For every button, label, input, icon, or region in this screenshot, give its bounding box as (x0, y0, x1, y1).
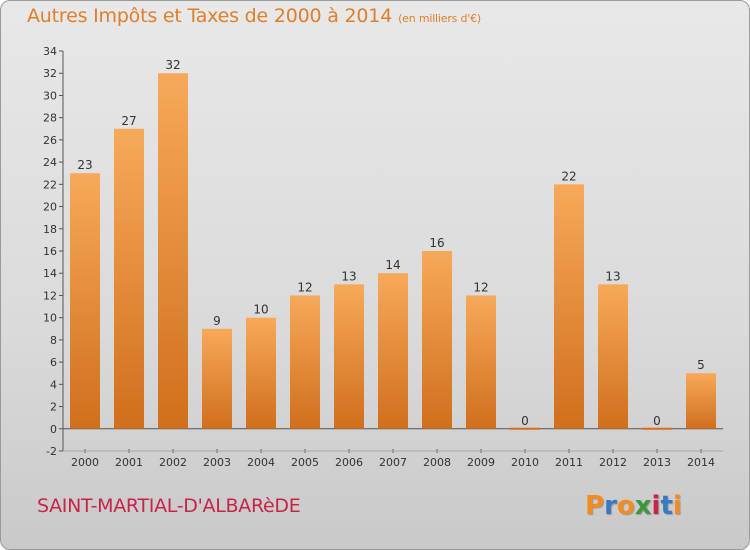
bar-2007 (378, 273, 408, 429)
value-label-2006: 13 (341, 269, 356, 283)
x-tick-label-2007: 2007 (379, 456, 407, 469)
y-tick-label: 6 (50, 356, 57, 369)
value-label-2012: 13 (605, 269, 620, 283)
x-tick-label-2014: 2014 (687, 456, 715, 469)
chart-title: Autres Impôts et Taxes de 2000 à 2014 (en… (27, 5, 481, 27)
value-label-2003: 9 (213, 314, 221, 328)
value-label-2004: 10 (253, 303, 268, 317)
y-tick-label: 4 (50, 378, 57, 391)
y-tick-label: 32 (43, 67, 57, 80)
value-label-2001: 27 (121, 114, 136, 128)
chart-subtitle: (en milliers d'€) (398, 12, 481, 25)
y-tick-label: 24 (43, 156, 57, 169)
bar-2001 (114, 128, 144, 429)
bar-2005 (290, 295, 320, 429)
bar-2011 (554, 184, 584, 429)
x-tick-label-2011: 2011 (555, 456, 583, 469)
logo-letter: x (634, 491, 652, 521)
logo-letter: i (651, 491, 661, 521)
y-tick-label: 28 (43, 112, 57, 125)
y-tick-label: -2 (46, 445, 57, 458)
x-tick-label-2002: 2002 (159, 456, 187, 469)
value-label-2009: 12 (473, 280, 488, 294)
x-tick-label-2009: 2009 (467, 456, 495, 469)
bar-2012 (598, 284, 628, 429)
x-tick-label-2001: 2001 (115, 456, 143, 469)
x-tick-label-2005: 2005 (291, 456, 319, 469)
logo-letter: r (604, 491, 617, 521)
value-label-2005: 12 (297, 280, 312, 294)
chart-data-labels: 23 27 32 9 10 12 13 14 16 12 0 22 13 0 5 (77, 58, 704, 428)
x-tick-label-2003: 2003 (203, 456, 231, 469)
bar-2009 (466, 295, 496, 429)
x-tick-label-2006: 2006 (335, 456, 363, 469)
y-tick-label: 20 (43, 201, 57, 214)
y-tick-label: 22 (43, 178, 57, 191)
logo-letter: o (616, 491, 635, 521)
y-tick-label: 26 (43, 134, 57, 147)
value-label-2010: 0 (521, 414, 529, 428)
bar-2000 (70, 173, 100, 429)
x-tick-label-2013: 2013 (643, 456, 671, 469)
chart-bars (70, 73, 716, 430)
logo-letter: t (660, 491, 673, 521)
value-label-2008: 16 (429, 236, 444, 250)
logo-letter: i (672, 491, 682, 521)
y-tick-label: 16 (43, 245, 57, 258)
bar-2003 (202, 328, 232, 429)
bar-2002 (158, 73, 188, 429)
bar-2008 (422, 251, 452, 429)
value-label-2000: 23 (77, 158, 92, 172)
chart-title-main: Autres Impôts et Taxes de 2000 à 2014 (27, 5, 393, 27)
bar-2006 (334, 284, 364, 429)
value-label-2013: 0 (653, 414, 661, 428)
y-tick-label: 8 (50, 334, 57, 347)
x-tick-label-2012: 2012 (599, 456, 627, 469)
proxiti-logo[interactable]: Proxiti (585, 491, 682, 521)
value-label-2007: 14 (385, 258, 400, 272)
y-tick-label: 18 (43, 223, 57, 236)
bar-2014 (686, 373, 716, 429)
bar-2004 (246, 317, 276, 429)
y-tick-label: 30 (43, 89, 57, 102)
value-label-2014: 5 (697, 358, 705, 372)
value-label-2011: 22 (561, 169, 576, 183)
x-tick-label-2010: 2010 (511, 456, 539, 469)
y-tick-label: 0 (50, 423, 57, 436)
logo-letter: P (585, 491, 605, 521)
y-tick-label: 2 (50, 401, 57, 414)
y-tick-label: 10 (43, 312, 57, 325)
y-tick-label: 34 (43, 45, 57, 58)
x-tick-label-2004: 2004 (247, 456, 275, 469)
value-label-2002: 32 (165, 58, 180, 72)
x-tick-label-2000: 2000 (71, 456, 99, 469)
x-tick-label-2008: 2008 (423, 456, 451, 469)
y-tick-label: 12 (43, 289, 57, 302)
y-tick-label: 14 (43, 267, 57, 280)
commune-name: SAINT-MARTIAL-D'ALBARèDE (37, 495, 301, 517)
